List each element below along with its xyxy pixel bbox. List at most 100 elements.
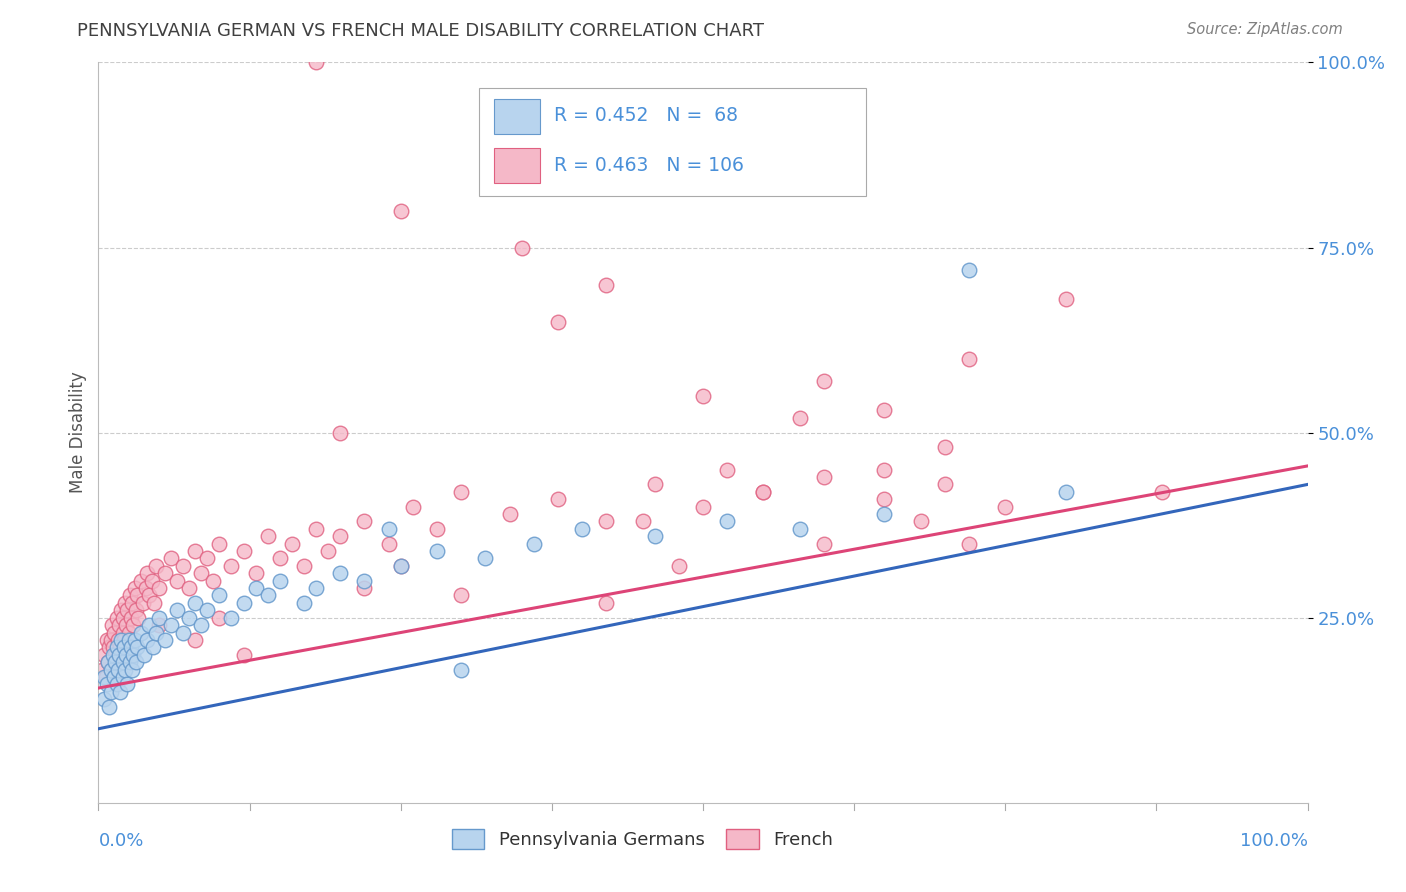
Point (571, 522, 593, 536)
Point (389, 203, 412, 218)
Point (716, 462, 738, 476)
Point (202, 574, 225, 588)
Point (108, 618, 131, 632)
Point (402, 500, 425, 514)
Point (994, 500, 1017, 514)
Point (644, 529, 666, 543)
Point (129, 625, 152, 640)
Point (377, 536, 399, 550)
Point (112, 632, 135, 647)
FancyBboxPatch shape (479, 88, 866, 195)
Point (117, 677, 139, 691)
Point (100, 685, 122, 699)
Point (114, 596, 136, 610)
Point (118, 632, 141, 647)
Point (269, 574, 291, 588)
Point (115, 648, 138, 662)
Point (789, 522, 811, 536)
Point (873, 492, 896, 507)
Point (98, 699, 121, 714)
Point (107, 632, 129, 647)
Point (716, 515, 738, 529)
Point (111, 610, 134, 624)
Point (129, 574, 152, 588)
Point (110, 603, 132, 617)
Point (281, 536, 304, 550)
Point (124, 632, 146, 647)
Point (105, 610, 128, 624)
Point (329, 425, 352, 440)
Point (132, 596, 155, 610)
Point (125, 655, 148, 669)
Point (118, 655, 141, 669)
Point (141, 574, 163, 588)
Point (208, 536, 231, 550)
Point (117, 603, 139, 617)
Point (107, 663, 129, 677)
Point (232, 596, 254, 610)
Point (957, 262, 980, 277)
Point (305, 522, 328, 536)
Point (813, 374, 835, 388)
Point (184, 596, 207, 610)
Point (353, 515, 375, 529)
Point (104, 655, 127, 669)
Point (111, 670, 134, 684)
Point (195, 551, 218, 566)
Point (122, 648, 145, 662)
Point (172, 625, 194, 640)
Point (668, 558, 690, 573)
Text: PENNSYLVANIA GERMAN VS FRENCH MALE DISABILITY CORRELATION CHART: PENNSYLVANIA GERMAN VS FRENCH MALE DISAB… (77, 22, 765, 40)
Point (232, 544, 254, 558)
Point (221, 610, 243, 624)
Point (353, 574, 375, 588)
Point (108, 685, 131, 699)
Point (547, 314, 569, 328)
Point (813, 536, 835, 550)
Point (104, 648, 127, 662)
Point (190, 566, 212, 581)
Point (98, 640, 121, 655)
Point (97, 655, 120, 669)
Point (172, 558, 194, 573)
Point (153, 632, 176, 647)
Point (166, 574, 188, 588)
Point (208, 589, 231, 603)
Point (127, 589, 149, 603)
Point (93, 648, 115, 662)
Point (245, 566, 267, 581)
Point (142, 640, 165, 655)
Point (595, 277, 617, 292)
Point (426, 544, 449, 558)
Point (93, 692, 115, 706)
Point (103, 670, 125, 684)
FancyBboxPatch shape (494, 99, 540, 135)
Point (115, 618, 138, 632)
Point (127, 640, 149, 655)
Text: R = 0.463   N = 106: R = 0.463 N = 106 (554, 156, 744, 175)
Point (93, 670, 115, 684)
Point (208, 610, 231, 624)
FancyBboxPatch shape (494, 147, 540, 183)
Point (692, 388, 714, 402)
Point (789, 410, 811, 425)
Point (450, 484, 472, 499)
Point (389, 558, 412, 573)
Point (195, 603, 218, 617)
Point (377, 522, 399, 536)
Point (148, 581, 170, 595)
Point (101, 640, 124, 655)
Point (644, 477, 666, 491)
Point (190, 618, 212, 632)
Point (122, 618, 145, 632)
Point (145, 558, 167, 573)
Point (118, 589, 141, 603)
Point (153, 566, 176, 581)
Point (108, 648, 131, 662)
Point (523, 536, 546, 550)
Point (1054, 484, 1077, 499)
Point (873, 507, 896, 521)
Point (426, 522, 449, 536)
Point (105, 677, 128, 691)
Point (110, 632, 132, 647)
